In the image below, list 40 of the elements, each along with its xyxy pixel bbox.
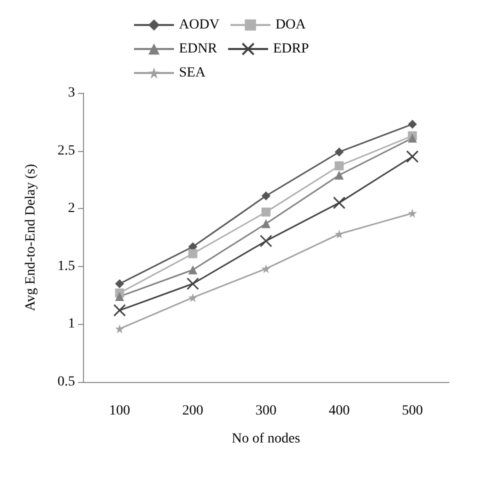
- legend-label: EDRP: [273, 42, 310, 56]
- y-tick-label: 3: [68, 86, 75, 100]
- y-tick-label: 1.5: [58, 258, 75, 274]
- y-tick-label: 0.5: [58, 374, 75, 390]
- point: [186, 277, 200, 290]
- point: [262, 208, 270, 217]
- legend-label: EDNR: [179, 42, 218, 56]
- point: [408, 120, 417, 129]
- y-axis-title: Avg End-to-End Delay (s): [24, 164, 38, 312]
- point: [408, 134, 417, 143]
- point: [188, 265, 198, 274]
- point: [334, 161, 344, 170]
- x-tick-label: 400: [328, 404, 350, 418]
- y-tick-label: 1: [68, 316, 75, 332]
- legend-label: SEA: [179, 66, 206, 80]
- point: [334, 170, 344, 180]
- point: [262, 264, 270, 274]
- x-axis-title: No of nodes: [232, 432, 300, 446]
- point: [408, 208, 417, 218]
- point: [115, 279, 124, 288]
- point: [260, 234, 272, 248]
- point: [188, 249, 198, 258]
- point: [262, 191, 270, 200]
- point: [334, 230, 344, 239]
- legend-label: AODV: [179, 18, 220, 32]
- point: [113, 304, 126, 317]
- point: [262, 219, 270, 228]
- y-tick-label: 2.5: [58, 143, 75, 158]
- point: [334, 147, 344, 156]
- point: [406, 150, 419, 163]
- point: [188, 293, 198, 302]
- point: [115, 292, 124, 301]
- y-tick-label: 2: [68, 201, 75, 216]
- point: [115, 324, 124, 334]
- x-tick-label: 500: [402, 404, 423, 418]
- x-tick-label: 200: [182, 404, 204, 418]
- point: [332, 196, 346, 210]
- x-tick-label: 100: [109, 404, 130, 418]
- legend-label: DOA: [275, 18, 307, 32]
- x-tick-label: 300: [256, 404, 276, 418]
